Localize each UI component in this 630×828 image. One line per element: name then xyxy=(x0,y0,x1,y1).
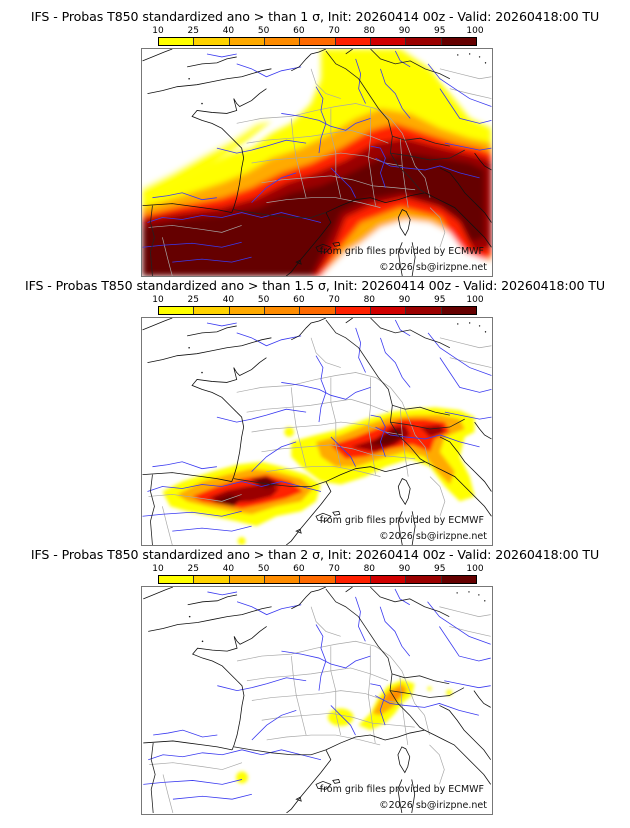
colorbar-label: 100 xyxy=(466,26,484,36)
colorbar-label: 95 xyxy=(434,564,446,574)
probability-field xyxy=(162,407,475,545)
colorbar-label: 90 xyxy=(398,295,411,305)
colorbar-segment xyxy=(159,307,195,314)
colorbar-label: 90 xyxy=(398,26,411,36)
colorbar-label: 80 xyxy=(363,564,376,574)
colorbar-segment xyxy=(194,307,230,314)
colorbar-segment xyxy=(300,307,336,314)
colorbar-segment xyxy=(194,38,230,45)
colorbar xyxy=(158,37,477,46)
colorbar-label: 10 xyxy=(152,26,164,36)
colorbar-segment xyxy=(194,576,230,583)
panel-title: IFS - Probas T850 standardized ano > tha… xyxy=(30,9,600,24)
colorbar-label: 25 xyxy=(187,26,199,36)
colorbar-labels: 10 25 40 50 60 70 80 90 95 100 xyxy=(152,564,483,574)
colorbar-segment xyxy=(441,307,476,314)
colorbar-segment xyxy=(300,38,336,45)
colorbar-label: 40 xyxy=(222,295,235,305)
panel-1sigma: IFS - Probas T850 standardized ano > tha… xyxy=(0,0,630,280)
colorbar-segment xyxy=(229,38,265,45)
colorbar-labels: 10 25 40 50 60 70 80 90 95 100 xyxy=(152,26,483,36)
colorbar-label: 60 xyxy=(293,564,305,574)
colorbar-segment xyxy=(264,38,301,45)
colorbar-segment xyxy=(406,576,442,583)
colorbar-segment xyxy=(370,38,407,45)
colorbar-segment xyxy=(264,307,301,314)
colorbar-label: 70 xyxy=(328,295,340,305)
colorbar-segment xyxy=(335,38,371,45)
colorbar-segment xyxy=(300,576,336,583)
colorbar-label: 95 xyxy=(434,295,446,305)
colorbar-segment xyxy=(159,576,195,583)
probability-map-2sigma: from grib files provided by ECMWF ©2026 … xyxy=(141,586,493,815)
colorbar-segment xyxy=(229,307,265,314)
colorbar-label: 80 xyxy=(363,26,376,36)
colorbar-segment xyxy=(159,38,195,45)
colorbar-segment xyxy=(441,38,476,45)
colorbar-segment xyxy=(335,307,371,314)
colorbar-segment xyxy=(264,576,301,583)
colorbar-segment xyxy=(229,576,265,583)
probability-map-1-5sigma: from grib files provided by ECMWF ©2026 … xyxy=(141,317,493,546)
panel-title: IFS - Probas T850 standardized ano > tha… xyxy=(30,547,600,562)
colorbar-label: 70 xyxy=(328,564,340,574)
copyright-text: ©2026 sb@irizpne.net xyxy=(379,262,487,273)
panel-title: IFS - Probas T850 standardized ano > tha… xyxy=(24,278,606,293)
colorbar-label: 70 xyxy=(328,26,340,36)
colorbar-label: 95 xyxy=(434,26,446,36)
data-source-credit: from grib files provided by ECMWF xyxy=(319,246,484,257)
colorbar-label: 80 xyxy=(363,295,376,305)
colorbar-label: 40 xyxy=(222,26,235,36)
copyright-text: ©2026 sb@irizpne.net xyxy=(379,531,487,542)
colorbar-label: 100 xyxy=(466,295,484,305)
colorbar-segment xyxy=(441,576,476,583)
colorbar-segment xyxy=(406,307,442,314)
colorbar-segment xyxy=(370,576,407,583)
probability-map-1sigma: from grib files provided by ECMWF ©2026 … xyxy=(141,48,493,277)
colorbar-label: 10 xyxy=(152,564,164,574)
colorbar-label: 60 xyxy=(293,26,305,36)
colorbar-label: 25 xyxy=(187,295,199,305)
probability-field xyxy=(142,49,492,276)
colorbar-label: 10 xyxy=(152,295,164,305)
colorbar-label: 25 xyxy=(187,564,199,574)
colorbar-label: 50 xyxy=(257,564,270,574)
colorbar-label: 50 xyxy=(257,295,270,305)
colorbar xyxy=(158,575,477,584)
colorbar-label: 60 xyxy=(293,295,305,305)
data-source-credit: from grib files provided by ECMWF xyxy=(319,515,484,526)
colorbar-label: 50 xyxy=(257,26,270,36)
colorbar xyxy=(158,306,477,315)
colorbar-segment xyxy=(335,576,371,583)
copyright-text: ©2026 sb@irizpne.net xyxy=(379,800,487,811)
colorbar-label: 40 xyxy=(222,564,235,574)
panel-2sigma: IFS - Probas T850 standardized ano > tha… xyxy=(0,538,630,820)
data-source-credit: from grib files provided by ECMWF xyxy=(319,784,484,795)
colorbar-segment xyxy=(370,307,407,314)
colorbar-label: 100 xyxy=(466,564,484,574)
colorbar-segment xyxy=(406,38,442,45)
colorbar-labels: 10 25 40 50 60 70 80 90 95 100 xyxy=(152,295,483,305)
panel-1-5sigma: IFS - Probas T850 standardized ano > tha… xyxy=(0,269,630,549)
colorbar-label: 90 xyxy=(398,564,411,574)
